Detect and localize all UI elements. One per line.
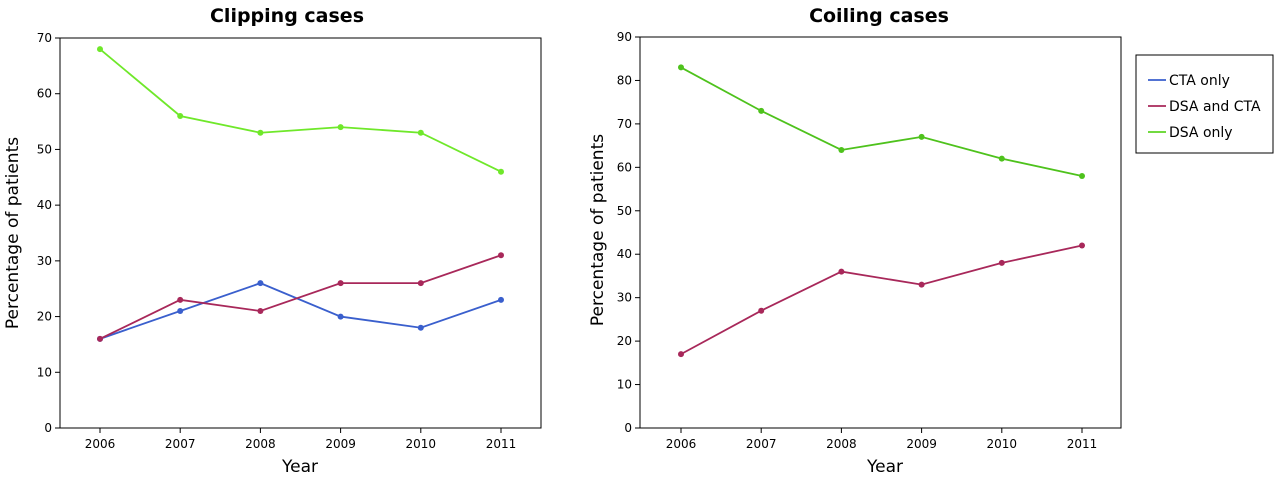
series-line-dsa-and-cta bbox=[99, 254, 502, 340]
data-point-dsa-and-cta bbox=[177, 296, 184, 303]
data-point-dsa-and-cta bbox=[918, 281, 925, 288]
data-point-cta-only bbox=[337, 313, 344, 320]
y-tick-label: 10 bbox=[37, 365, 52, 379]
x-tick-label: 2011 bbox=[1067, 437, 1098, 451]
x-tick-label: 2010 bbox=[987, 437, 1018, 451]
y-tick-label: 10 bbox=[617, 378, 632, 392]
y-tick-label: 0 bbox=[44, 421, 52, 435]
x-tick-label: 2008 bbox=[245, 437, 276, 451]
data-point-dsa-and-cta bbox=[838, 268, 845, 275]
series-group bbox=[97, 46, 504, 342]
legend-box bbox=[1135, 54, 1274, 154]
chart-title: Clipping cases bbox=[210, 5, 364, 27]
legend-item-dsa-only: DSA only bbox=[1148, 125, 1233, 141]
series-line-cta-only bbox=[99, 282, 502, 340]
tick-group: 0 10 20 30 40 50 60 70 2006 2007 2008 2009 2010 2011 bbox=[37, 31, 517, 451]
data-point-dsa-only bbox=[337, 124, 344, 131]
data-point-dsa-only bbox=[918, 133, 925, 140]
x-tick-label: 2009 bbox=[906, 437, 937, 451]
series-group bbox=[678, 64, 1085, 358]
data-point-dsa-and-cta bbox=[1079, 242, 1085, 249]
series-line-dsa-and-cta bbox=[680, 244, 1083, 355]
data-point-dsa-and-cta bbox=[758, 307, 765, 314]
y-tick-label: 60 bbox=[37, 87, 52, 101]
plot-frame bbox=[639, 36, 1122, 429]
data-point-dsa-only bbox=[998, 155, 1005, 162]
tick-group: 0 10 20 30 40 50 60 70 80 90 2006 2007 2008 2009 2010 2… bbox=[617, 30, 1098, 451]
y-tick-label: 40 bbox=[617, 247, 632, 261]
data-point-dsa-and-cta bbox=[998, 259, 1005, 266]
y-tick-label: 50 bbox=[37, 142, 52, 156]
data-point-dsa-only bbox=[1079, 173, 1085, 180]
data-point-dsa-only bbox=[257, 129, 264, 136]
data-point-cta-only bbox=[257, 280, 264, 287]
legend-label: CTA only bbox=[1169, 73, 1230, 89]
data-point-dsa-and-cta bbox=[97, 335, 103, 342]
data-point-dsa-and-cta bbox=[678, 351, 684, 358]
data-point-dsa-only bbox=[498, 168, 504, 175]
y-axis-label: Percentage of patients bbox=[588, 134, 608, 326]
y-tick-label: 60 bbox=[617, 160, 632, 174]
data-point-dsa-and-cta bbox=[257, 308, 264, 314]
x-tick-label: 2007 bbox=[746, 437, 777, 451]
data-point-dsa-only bbox=[758, 107, 765, 114]
y-tick-label: 20 bbox=[37, 310, 52, 324]
x-tick-label: 2011 bbox=[486, 437, 517, 451]
chart-title: Coiling cases bbox=[809, 5, 949, 27]
data-point-dsa-only bbox=[177, 113, 184, 119]
legend-item-cta-only: CTA only bbox=[1148, 73, 1230, 89]
legend: CTA only DSA and CTA DSA only bbox=[1135, 54, 1274, 154]
data-point-cta-only bbox=[498, 296, 504, 303]
data-point-cta-only bbox=[417, 324, 424, 331]
series-line-dsa-only bbox=[680, 66, 1083, 177]
y-tick-label: 40 bbox=[37, 198, 52, 212]
y-tick-label: 90 bbox=[617, 30, 632, 44]
legend-item-dsa-and-cta: DSA and CTA bbox=[1148, 99, 1261, 115]
data-point-dsa-and-cta bbox=[417, 280, 424, 287]
x-tick-label: 2007 bbox=[165, 437, 196, 451]
data-point-dsa-and-cta bbox=[498, 252, 504, 259]
chart-coiling-cases: Coiling cases 0 10 20 30 40 50 60 70 80 90 2006 200… bbox=[588, 5, 1122, 477]
legend-label: DSA only bbox=[1169, 125, 1233, 141]
data-point-dsa-only bbox=[838, 146, 845, 153]
y-axis-label: Percentage of patients bbox=[3, 137, 23, 329]
x-axis-label: Year bbox=[866, 457, 903, 477]
chart-clipping-cases: Clipping cases 0 10 20 30 40 50 60 70 2006 2007 20… bbox=[3, 5, 542, 477]
x-tick-label: 2006 bbox=[85, 437, 116, 451]
y-tick-label: 30 bbox=[37, 254, 52, 268]
legend-label: DSA and CTA bbox=[1169, 99, 1261, 115]
x-tick-label: 2008 bbox=[826, 437, 857, 451]
y-tick-label: 70 bbox=[37, 31, 52, 45]
x-axis-label: Year bbox=[281, 457, 318, 477]
y-tick-label: 0 bbox=[624, 421, 632, 435]
y-tick-label: 20 bbox=[617, 334, 632, 348]
x-tick-label: 2010 bbox=[406, 437, 437, 451]
data-point-dsa-and-cta bbox=[337, 280, 344, 287]
y-tick-label: 50 bbox=[617, 204, 632, 218]
data-point-dsa-only bbox=[417, 129, 424, 136]
y-tick-label: 80 bbox=[617, 73, 632, 87]
x-tick-label: 2009 bbox=[325, 437, 356, 451]
y-tick-label: 30 bbox=[617, 291, 632, 305]
data-point-cta-only bbox=[177, 308, 184, 314]
data-point-dsa-only bbox=[678, 64, 684, 71]
y-tick-label: 70 bbox=[617, 117, 632, 131]
plot-frame bbox=[59, 37, 542, 429]
series-line-dsa-only bbox=[99, 48, 502, 173]
x-tick-label: 2006 bbox=[666, 437, 697, 451]
data-point-dsa-only bbox=[97, 46, 103, 53]
